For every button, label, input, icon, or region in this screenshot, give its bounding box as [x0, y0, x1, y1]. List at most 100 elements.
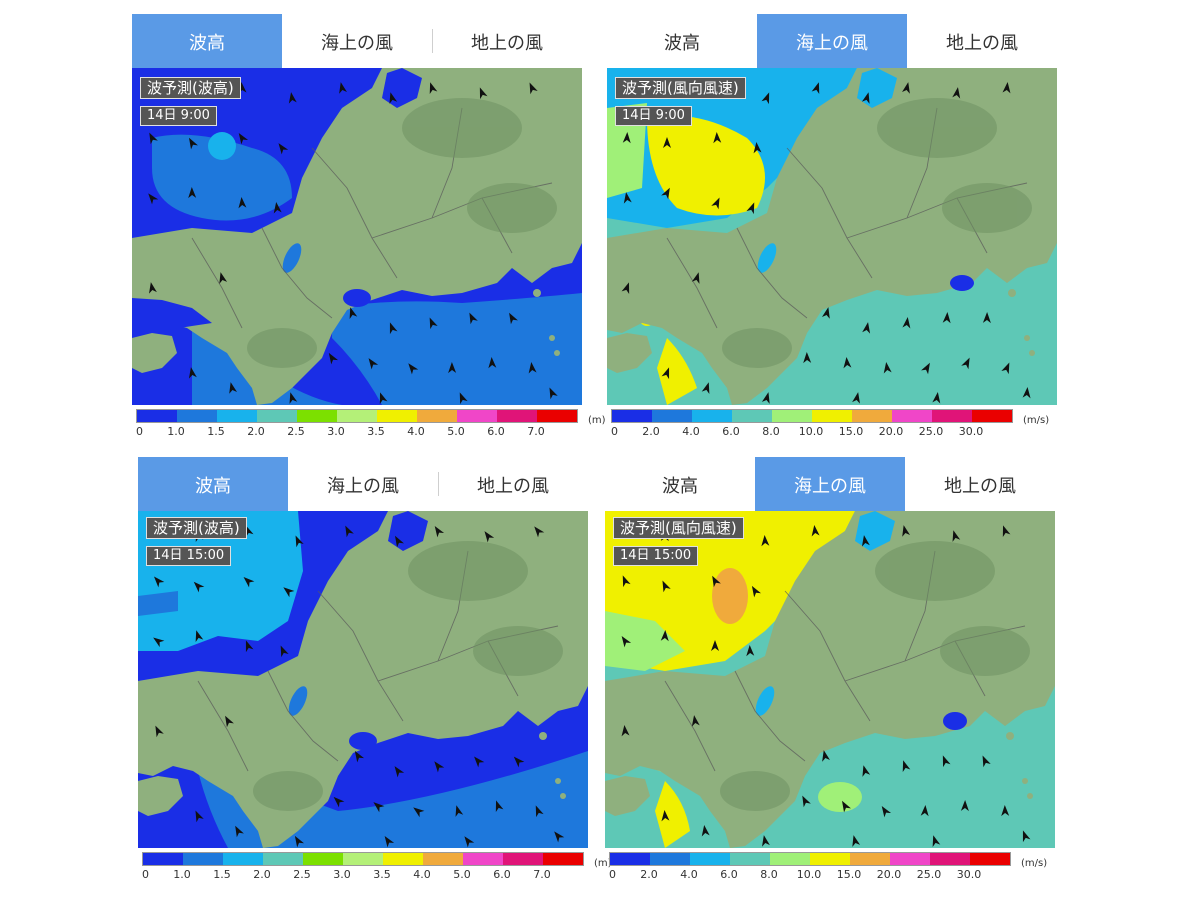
legend-tick-label: 25.0 — [918, 425, 944, 438]
direction-arrow-icon — [623, 192, 632, 204]
bay — [343, 289, 371, 307]
direction-arrow-icon — [622, 132, 631, 144]
legend-tick-label: 5.0 — [447, 425, 465, 438]
land-area — [605, 776, 650, 816]
direction-arrow-icon — [852, 835, 861, 847]
legend-color-swatch — [732, 410, 772, 422]
direction-arrow-icon — [238, 197, 247, 209]
direction-arrow-icon — [862, 765, 871, 777]
direction-arrow-icon — [295, 535, 304, 548]
direction-arrow-icon — [982, 312, 991, 324]
direction-arrow-icon — [621, 725, 630, 737]
direction-arrow-icon — [429, 82, 438, 94]
tab-label: 地上の風 — [471, 33, 543, 54]
tab-wave-height[interactable]: 波高 — [605, 457, 755, 511]
legend-tick-label: 2.0 — [253, 868, 271, 881]
sea-area — [655, 781, 690, 848]
direction-arrow-icon — [294, 835, 305, 848]
legend-tick-label: 4.0 — [680, 868, 698, 881]
direction-arrow-icon — [189, 137, 198, 150]
direction-arrow-icon — [395, 535, 404, 548]
legend-tick-label: 8.0 — [760, 868, 778, 881]
direction-arrow-icon — [349, 307, 358, 319]
direction-arrow-icon — [761, 92, 770, 105]
legend-color-swatch — [497, 410, 537, 422]
legend-tick-label: 15.0 — [838, 425, 864, 438]
panel-time: 14日 15:00 — [613, 546, 699, 566]
legend-tick-label: 0 — [136, 425, 143, 438]
direction-arrow-icon — [459, 392, 468, 405]
legend-color-swatch — [177, 410, 217, 422]
panel-tabs: 波高 海上の風 地上の風 — [132, 14, 582, 68]
legend-tick-label: 3.5 — [367, 425, 385, 438]
direction-arrow-icon — [713, 132, 722, 144]
wind-panel-1500: 波高 海上の風 地上の風 — [605, 457, 1055, 897]
direction-arrow-icon — [434, 525, 445, 538]
tab-wave-height[interactable]: 波高 — [607, 14, 757, 68]
legend-color-swatch — [930, 853, 970, 865]
legend-tick-label: 1.0 — [173, 868, 191, 881]
direction-arrow-icon — [389, 92, 398, 104]
legend-unit: (m/s) — [1021, 858, 1048, 869]
direction-arrow-icon — [474, 756, 485, 768]
direction-arrow-icon — [283, 587, 295, 598]
direction-arrow-icon — [1001, 362, 1010, 375]
legend-color-swatch — [377, 410, 417, 422]
land-area — [607, 333, 652, 373]
tab-sea-wind[interactable]: 海上の風 — [755, 457, 905, 511]
terrain-shading — [722, 98, 1032, 368]
direction-arrow-icon — [803, 352, 812, 364]
direction-arrow-icon — [661, 187, 670, 200]
direction-arrow-icon — [193, 581, 205, 593]
direction-arrow-icon — [155, 725, 164, 738]
lake — [282, 243, 302, 273]
tab-wave-height[interactable]: 波高 — [138, 457, 288, 511]
tab-land-wind[interactable]: 地上の風 — [432, 14, 582, 68]
direction-arrow-icon — [852, 392, 860, 404]
legend-tick-label: 6.0 — [720, 868, 738, 881]
direction-arrow-icon — [663, 137, 671, 148]
direction-arrow-icon — [746, 645, 755, 657]
panel-time: 14日 9:00 — [615, 106, 692, 126]
sea-area — [605, 611, 685, 671]
legend-tick-label: 8.0 — [762, 425, 780, 438]
tab-land-wind[interactable]: 地上の風 — [905, 457, 1055, 511]
direction-arrow-icon — [278, 143, 289, 155]
map-graphic — [132, 68, 582, 405]
direction-arrow-icon — [149, 132, 158, 145]
legend-color-swatch — [972, 410, 1012, 422]
direction-arrow-icon — [434, 761, 445, 773]
panel-title: 波予測(風向風速) — [615, 77, 746, 99]
wave-height-panel-0900: 波高 海上の風 地上の風 — [132, 14, 606, 454]
direction-arrow-icon — [345, 525, 354, 538]
direction-arrow-icon — [661, 810, 670, 822]
tab-sea-wind[interactable]: 海上の風 — [282, 14, 432, 68]
panel-tabs: 波高 海上の風 地上の風 — [605, 457, 1055, 511]
direction-arrow-icon — [529, 82, 538, 95]
legend: 0 1.0 1.5 2.0 2.5 3.0 3.5 4.0 5.0 6.0 7.0 (m) — [132, 409, 606, 449]
legend-tick-label: 15.0 — [836, 868, 862, 881]
legend-color-swatch — [970, 853, 1010, 865]
direction-arrow-icon — [921, 362, 930, 375]
tab-wave-height[interactable]: 波高 — [132, 14, 282, 68]
tab-land-wind[interactable]: 地上の風 — [438, 457, 588, 511]
direction-arrow-icon — [153, 637, 165, 648]
tab-sea-wind[interactable]: 海上の風 — [288, 457, 438, 511]
direction-arrow-icon — [429, 317, 438, 330]
legend-ticks: 0 2.0 4.0 6.0 8.0 10.0 15.0 20.0 25.0 30.0 — [607, 425, 1057, 441]
legend-color-swatch — [690, 853, 730, 865]
legend-tick-label: 30.0 — [956, 868, 982, 881]
tab-land-wind[interactable]: 地上の風 — [907, 14, 1057, 68]
direction-arrow-icon — [339, 82, 347, 94]
legend-color-swatch — [343, 853, 383, 865]
tab-divider — [438, 472, 439, 496]
direction-arrow-icon — [621, 282, 630, 295]
direction-arrow-icon — [902, 317, 911, 329]
terrain-shading — [253, 541, 563, 811]
legend-color-swatch — [303, 853, 343, 865]
panel-tabs: 波高 海上の風 地上の風 — [138, 457, 588, 511]
wind-panel-0900: 波高 海上の風 地上の風 — [607, 14, 1057, 454]
tab-sea-wind[interactable]: 海上の風 — [757, 14, 907, 68]
legend-tick-label: 3.5 — [373, 868, 391, 881]
panel-time: 14日 15:00 — [146, 546, 232, 566]
